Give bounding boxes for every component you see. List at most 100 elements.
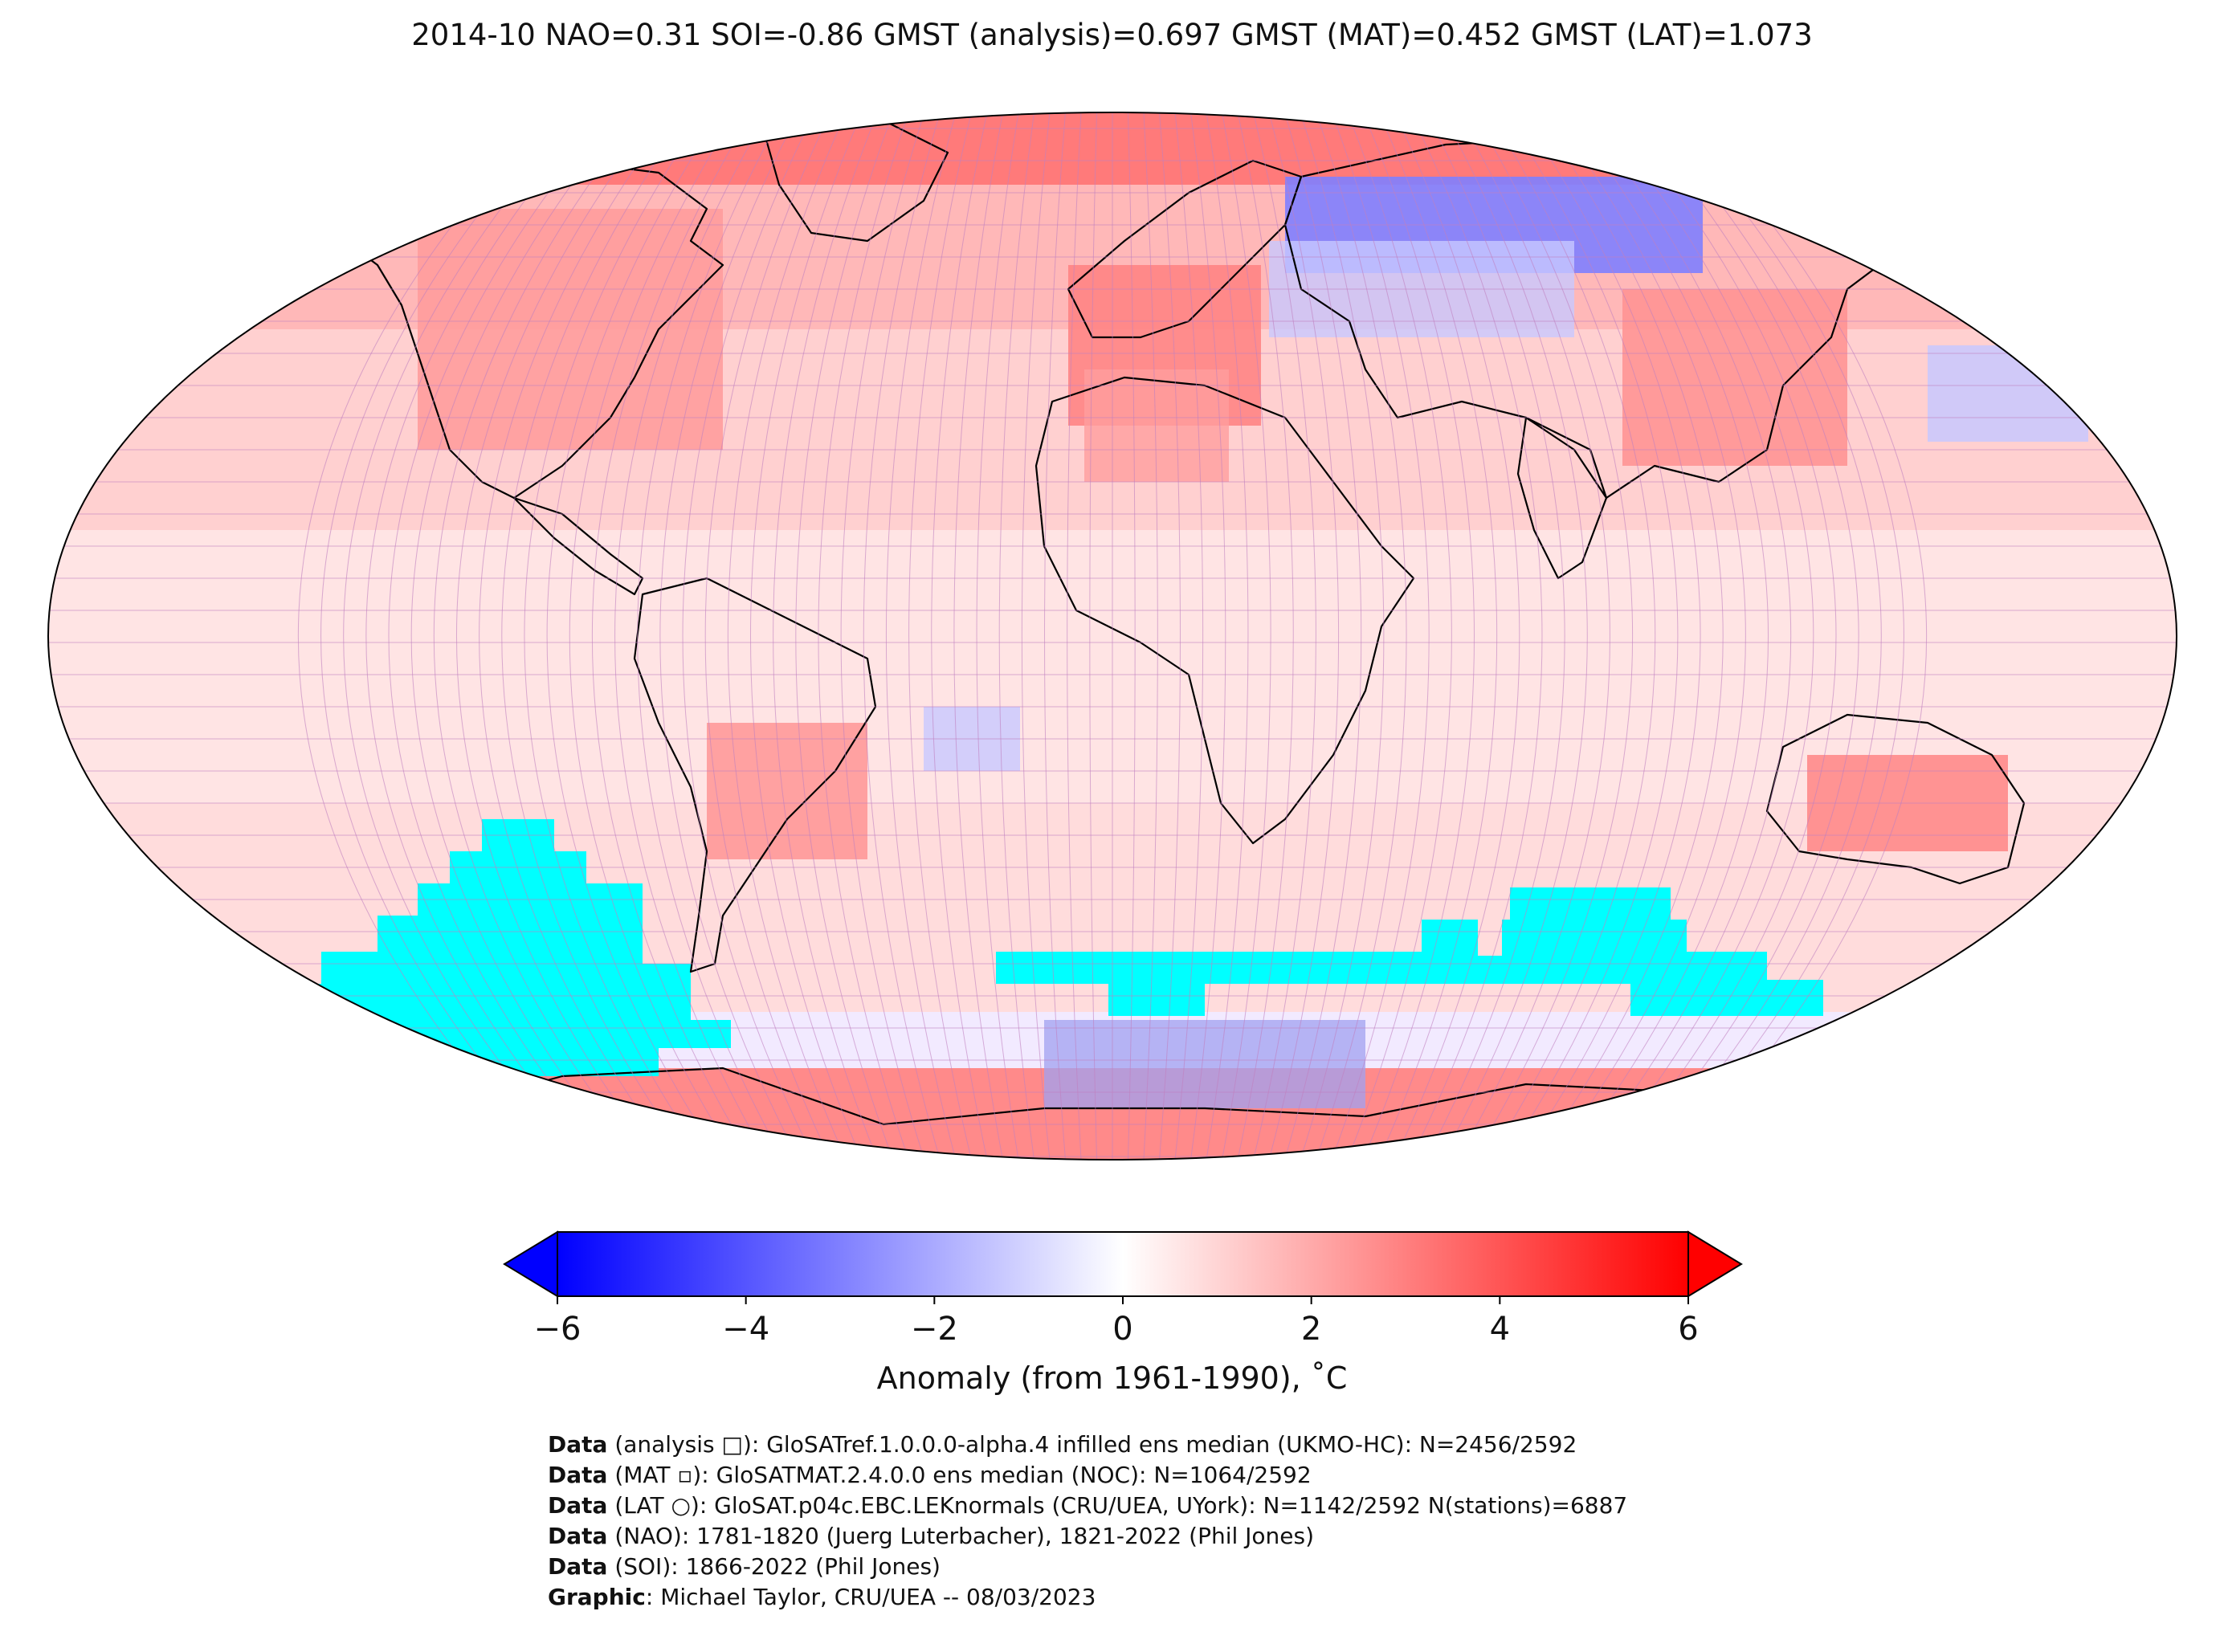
grid-meridian: [1487, 112, 1656, 1160]
grid-meridian: [1284, 112, 1362, 1160]
grid-meridian: [1550, 112, 1746, 1160]
credit-key: Data: [548, 1492, 608, 1519]
credit-key: Data: [548, 1553, 608, 1580]
grid-meridian: [659, 112, 800, 1160]
grid-meridian: [1581, 112, 1792, 1160]
grid-meridian: [546, 112, 721, 1160]
colorbar: [503, 1230, 1743, 1304]
colorbar-label: Anomaly (from 1961-1990), ˚C: [876, 1360, 1348, 1396]
grid-meridian: [1519, 112, 1701, 1160]
coast-africa: [1034, 376, 1415, 845]
grid-meridian: [1378, 112, 1498, 1160]
colorbar-tick-marks: [557, 1296, 1689, 1304]
grid-meridian: [1504, 112, 1679, 1160]
grid-meridian: [1410, 112, 1543, 1160]
grid-lines: [48, 112, 2177, 1160]
coast-australia: [1765, 713, 2026, 885]
colorbar-tick-label: 6: [1678, 1311, 1699, 1348]
grid-meridian: [1347, 112, 1452, 1160]
grid-meridian: [840, 112, 925, 1160]
credits: Data (analysis □): GloSATref.1.0.0.0-alp…: [548, 1430, 1627, 1613]
grid-meridian: [1456, 112, 1610, 1160]
colorbar-extend-high: [1687, 1230, 1743, 1298]
anomaly-patch-china: [1622, 289, 1847, 466]
grid-meridian: [320, 112, 565, 1160]
grid-meridian: [433, 112, 643, 1160]
grid-meridian: [818, 112, 909, 1160]
anomaly-patch-west-pacific-cool: [1928, 345, 2088, 442]
grid-meridian: [569, 112, 737, 1160]
grid-meridian: [1362, 112, 1475, 1160]
map-title: 2014-10 NAO=0.31 SOI=-0.86 GMST (analysi…: [411, 18, 1813, 52]
grid-meridian: [1394, 112, 1520, 1160]
grid-meridian: [1644, 112, 1882, 1160]
credit-key: Data: [548, 1462, 608, 1488]
colorbar-tick-label: 4: [1489, 1311, 1511, 1348]
credit-line: Data (NAO): 1781-1820 (Juerg Luterbacher…: [548, 1521, 1627, 1552]
grid-meridian: [1675, 112, 1927, 1160]
anomaly-patch-north-america: [418, 209, 723, 450]
grid-meridian: [298, 112, 549, 1160]
map-globe: [48, 112, 2177, 1160]
grid-meridian: [1300, 112, 1385, 1160]
grid-meridian: [1237, 112, 1294, 1160]
credit-line: Data (MAT ▫): GloSATMAT.2.4.0.0 ens medi…: [548, 1460, 1627, 1491]
credit-line: Data (LAT ○): GloSAT.p04c.EBC.LEKnormals…: [548, 1491, 1627, 1521]
grid-meridian: [1629, 112, 1859, 1160]
grid-meridian: [388, 112, 612, 1160]
grid-meridian: [501, 112, 690, 1160]
grid-meridian: [1190, 112, 1226, 1160]
grid-meridian: [998, 112, 1034, 1160]
grid-meridian: [1566, 112, 1769, 1160]
grid-meridian: [773, 112, 878, 1160]
grid-meridian: [1222, 112, 1271, 1160]
grid-meridian: [1253, 112, 1316, 1160]
credit-text: (analysis □): GloSATref.1.0.0.0-alpha.4 …: [607, 1431, 1577, 1458]
grid-meridian: [524, 112, 706, 1160]
colorbar-tick-label: 2: [1300, 1311, 1322, 1348]
grid-meridian: [1598, 112, 1814, 1160]
grid-meridian: [863, 112, 941, 1160]
grid-meridian: [1441, 112, 1588, 1160]
grid-meridian: [1613, 112, 1837, 1160]
grid-meridian: [1128, 112, 1136, 1160]
grid-meridian: [410, 112, 627, 1160]
credit-text: (NAO): 1781-1820 (Juerg Luterbacher), 18…: [607, 1523, 1315, 1549]
grid-meridian: [682, 112, 815, 1160]
credit-key: Graphic: [548, 1584, 646, 1610]
grid-meridian: [592, 112, 753, 1160]
anomaly-patch-south-america: [707, 723, 867, 859]
grid-meridian: [976, 112, 1019, 1160]
grid-meridian: [908, 112, 972, 1160]
sea-ice-mask-atlantic-sector: [996, 952, 1422, 1016]
grid-meridian: [1143, 112, 1158, 1160]
credit-text: (SOI): 1866-2022 (Phil Jones): [607, 1553, 941, 1580]
anomaly-patch-east-antarctic-ocean-cool: [1044, 1020, 1365, 1108]
grid-meridian: [750, 112, 863, 1160]
grid-meridian: [343, 112, 581, 1160]
grid-meridian: [1472, 112, 1633, 1160]
sea-ice-mask-pacific: [257, 819, 731, 1076]
colorbar-tick-label: −4: [722, 1311, 770, 1348]
colorbar-tick-label: 0: [1112, 1311, 1133, 1348]
grid-meridian: [727, 112, 847, 1160]
grid-meridian: [479, 112, 675, 1160]
colorbar-gradient: [557, 1231, 1689, 1297]
credit-text: (LAT ○): GloSAT.p04c.EBC.LEKnormals (CRU…: [607, 1492, 1628, 1519]
grid-meridian: [637, 112, 784, 1160]
credit-key: Data: [548, 1523, 608, 1549]
credit-line: Data (SOI): 1866-2022 (Phil Jones): [548, 1552, 1627, 1582]
anomaly-patch-north-africa: [1084, 369, 1229, 482]
grid-meridian: [1159, 112, 1181, 1160]
grid-meridian: [1268, 112, 1340, 1160]
credit-line: Data (analysis □): GloSATref.1.0.0.0-alp…: [548, 1430, 1627, 1460]
grid-meridian: [1044, 112, 1066, 1160]
colorbar-tick-label: −2: [910, 1311, 958, 1348]
grid-meridian: [795, 112, 894, 1160]
colorbar-tick-label: −6: [533, 1311, 582, 1348]
grid-meridian: [1089, 112, 1097, 1160]
grid-meridian: [1535, 112, 1724, 1160]
grid-meridian: [931, 112, 988, 1160]
grid-meridian: [1174, 112, 1204, 1160]
